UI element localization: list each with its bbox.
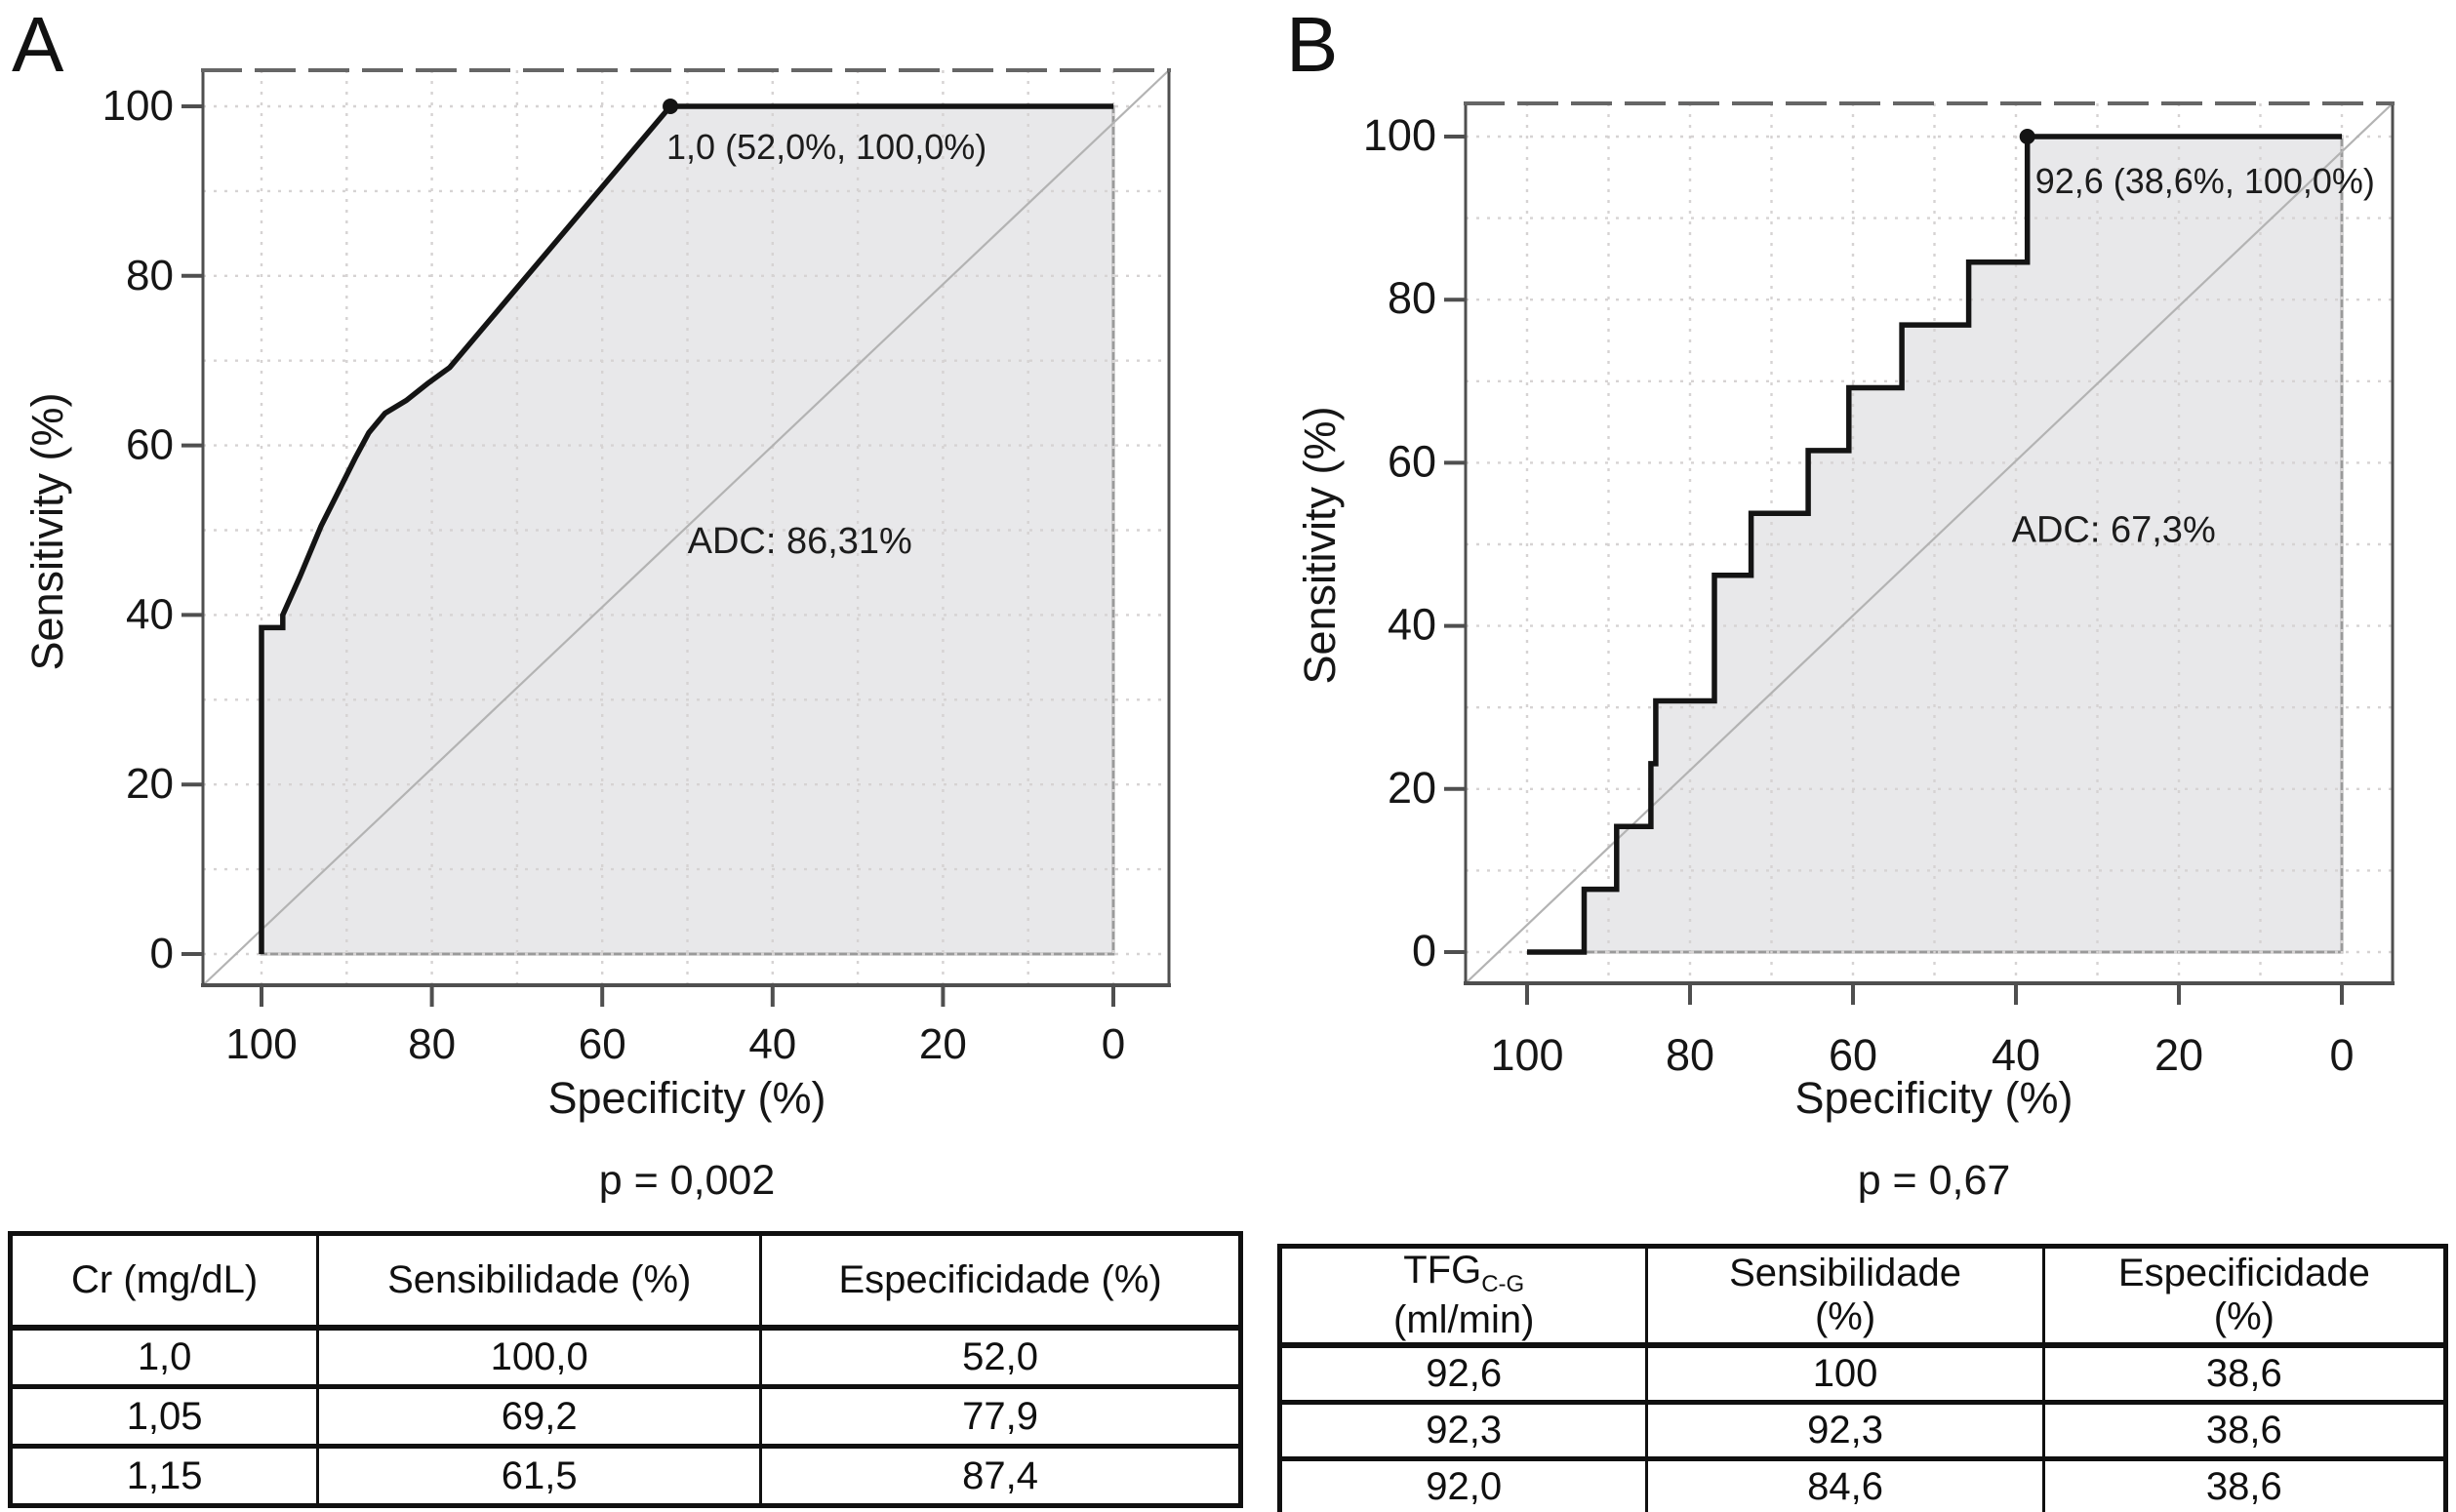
roc-curve <box>1527 134 2342 955</box>
data-cell: 38,6 <box>2041 1342 2448 1405</box>
data-cell: 38,6 <box>2041 1399 2448 1461</box>
roc-charts-svg: 100 80 60 40 20 0 0 20 40 60 80 100 1,0 (52,0%, 100,… <box>102 68 2395 1080</box>
y-tick-label: 0 <box>150 930 174 977</box>
data-cell: 92,3 <box>1277 1399 1649 1461</box>
y-tick-label: 0 <box>1412 926 1436 975</box>
table-row: 1,05 69,2 77,9 <box>8 1384 1242 1449</box>
cutoff-table-b: TFGC-G (ml/min) Sensibilidade (%) Especifici… <box>1277 1244 2448 1512</box>
data-cell: 1,15 <box>8 1444 320 1508</box>
auc-label: ADC: 86,31% <box>688 521 912 562</box>
header-cell: Sensibilidade (%) <box>1645 1244 2045 1348</box>
table-row: 92,6 100 38,6 <box>1277 1342 2448 1405</box>
data-cell: 92,6 <box>1277 1342 1649 1405</box>
panel-b-letter: B <box>1286 1 1340 88</box>
header-cell: Cr (mg/dL) <box>8 1231 320 1331</box>
data-cell: 69,2 <box>316 1384 763 1449</box>
x-tick-label: 40 <box>1992 1030 2040 1080</box>
table-row: 92,0 84,6 38,6 <box>1277 1455 2448 1512</box>
header-cell: Especificidade (%) <box>2041 1244 2448 1348</box>
cutoff-table-a: Cr (mg/dL) Sensibilidade (%) Especificidad… <box>8 1231 1243 1508</box>
y-tick-label: 40 <box>126 590 174 638</box>
y-tick-label: 80 <box>126 252 174 299</box>
x-tick-label: 100 <box>225 1020 297 1068</box>
data-cell: 1,0 <box>8 1325 320 1389</box>
y-tick-label: 100 <box>102 82 174 130</box>
y-tick-label: 60 <box>1388 436 1436 486</box>
panel-a-letter: A <box>12 1 65 88</box>
data-cell: 87,4 <box>759 1444 1242 1508</box>
x-tick-label: 100 <box>1490 1030 1563 1080</box>
y-tick-label: 100 <box>1363 110 1436 160</box>
p-value-b: p = 0,67 <box>1857 1157 2011 1204</box>
data-cell: 52,0 <box>759 1325 1242 1389</box>
table-header-row: TFGC-G (ml/min) Sensibilidade (%) Especifici… <box>1277 1244 2448 1348</box>
x-tick-label: 0 <box>1102 1020 1125 1068</box>
x-tick-label: 0 <box>2329 1030 2354 1080</box>
optimal-point-marker <box>663 99 679 114</box>
y-tick-label: 20 <box>1388 763 1436 813</box>
optimal-point-label: 92,6 (38,6%, 100,0%) <box>2035 161 2375 201</box>
optimal-point-marker <box>2019 129 2035 144</box>
y-tick-label: 20 <box>126 760 174 808</box>
x-tick-label: 80 <box>408 1020 456 1068</box>
x-tick-label: 20 <box>919 1020 967 1068</box>
roc-panel-a: 100 80 60 40 20 0 0 20 40 60 80 100 1,0 (52,0%, 100,… <box>102 68 1171 1068</box>
roc-panel-b: 100 80 60 40 20 0 0 20 40 60 80 100 92,6 (38,6%, 100… <box>1363 101 2395 1080</box>
x-tick-label: 60 <box>1829 1030 1877 1080</box>
optimal-point-label: 1,0 (52,0%, 100,0%) <box>666 127 986 167</box>
x-tick-label: 20 <box>2154 1030 2203 1080</box>
auc-label: ADC: 67,3% <box>2012 509 2216 550</box>
data-cell: 1,05 <box>8 1384 320 1449</box>
x-tick-label: 80 <box>1666 1030 1714 1080</box>
header-cell: TFGC-G (ml/min) <box>1277 1244 1649 1348</box>
x-axis-title-b: Specificity (%) <box>1794 1073 2074 1123</box>
data-cell: 84,6 <box>1645 1455 2045 1512</box>
data-cell: 77,9 <box>759 1384 1242 1449</box>
data-cell: 92,3 <box>1645 1399 2045 1461</box>
y-tick-label: 80 <box>1388 273 1436 323</box>
table-row: 1,0 100,0 52,0 <box>8 1325 1242 1389</box>
cutoff-table-b-wrap: TFGC-G (ml/min) Sensibilidade (%) Especifici… <box>1277 1244 2448 1512</box>
data-cell: 61,5 <box>316 1444 763 1508</box>
data-cell: 38,6 <box>2041 1455 2448 1512</box>
table-header-row: Cr (mg/dL) Sensibilidade (%) Especificidad… <box>8 1231 1242 1331</box>
x-tick-label: 60 <box>579 1020 626 1068</box>
cutoff-table-a-wrap: Cr (mg/dL) Sensibilidade (%) Especificidad… <box>8 1231 1243 1508</box>
y-tick-label: 40 <box>1388 600 1436 650</box>
reference-diagonal <box>1465 102 2394 984</box>
p-value-a: p = 0,002 <box>598 1157 776 1204</box>
table-row: 92,3 92,3 38,6 <box>1277 1399 2448 1461</box>
header-cell: Especificidade (%) <box>759 1231 1242 1331</box>
x-axis-title-a: Specificity (%) <box>547 1073 826 1123</box>
y-axis-title-a: Sensitivity (%) <box>22 392 72 671</box>
table-row: 1,15 61,5 87,4 <box>8 1444 1242 1508</box>
y-tick-label: 60 <box>126 421 174 469</box>
header-cell: Sensibilidade (%) <box>316 1231 763 1331</box>
data-cell: 92,0 <box>1277 1455 1649 1512</box>
x-tick-label: 40 <box>748 1020 796 1068</box>
data-cell: 100,0 <box>316 1325 763 1389</box>
roc-curve <box>259 103 1113 954</box>
data-cell: 100 <box>1645 1342 2045 1405</box>
header-subscript: C-G <box>1481 1271 1525 1297</box>
y-axis-title-b: Sensitivity (%) <box>1295 406 1345 685</box>
reference-diagonal <box>202 69 1170 986</box>
